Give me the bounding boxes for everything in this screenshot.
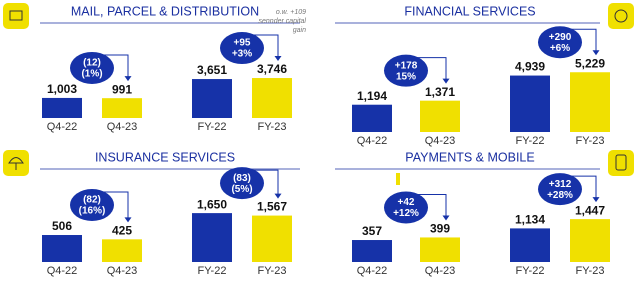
bar [252,78,292,118]
bar [420,100,460,132]
delta-arrowhead [592,50,600,56]
category-label: FY-23 [258,265,287,277]
icon-mail-glyph [9,10,23,21]
delta-bubble [384,54,428,87]
value-label: 5,229 [575,56,605,70]
delta-bubble [70,189,114,222]
delta-arrowhead [442,215,450,221]
footnote: gain [293,27,306,34]
delta-label: (82) [83,195,101,206]
delta-arrowhead [274,193,282,199]
category-label: FY-22 [516,265,545,277]
bar [192,79,232,118]
value-label: 3,746 [257,62,287,76]
delta-arrow [406,193,447,220]
value-label: 506 [52,219,72,233]
category-label: Q4-22 [47,121,78,133]
category-label: Q4-23 [425,265,456,277]
icon-payments [608,150,634,176]
bar [570,72,610,132]
category-label: FY-23 [576,265,605,277]
category-label: Q4-23 [107,121,138,133]
category-label: FY-22 [198,121,227,133]
delta-label: +12% [393,208,419,219]
delta-label: +178 [395,60,418,71]
icon-insurance-glyph [8,157,24,170]
value-label: 1,447 [575,203,605,217]
delta-label: 15% [396,71,416,82]
delta-arrowhead [124,76,132,82]
delta-label: +42 [398,197,415,208]
delta-label: +28% [547,190,573,201]
delta-arrowhead [592,197,600,203]
bar [510,228,550,262]
bar [252,215,292,262]
delta-label: (16%) [79,206,106,217]
bar [352,104,392,132]
bar [192,213,232,262]
bar [570,219,610,262]
category-label: Q4-22 [357,135,388,147]
delta-bubble [220,32,264,65]
category-label: FY-23 [258,121,287,133]
category-label: Q4-22 [357,265,388,277]
delta-label: (5%) [231,184,252,195]
value-label: 425 [112,224,132,238]
delta-label: (1%) [81,69,102,80]
footnote: o.w. +109 [276,9,306,16]
delta-label: (83) [233,173,251,184]
section-title: MAIL, PARCEL & DISTRIBUTION [71,4,259,18]
delta-label: +95 [234,38,251,49]
value-label: 1,650 [197,197,227,211]
section-title: INSURANCE SERVICES [95,150,235,164]
category-label: FY-22 [198,265,227,277]
value-label: 357 [362,224,382,238]
section-title: FINANCIAL SERVICES [404,4,535,18]
decoration [396,173,400,185]
value-label: 3,651 [197,63,227,77]
bar [420,237,460,262]
bar [352,240,392,262]
delta-label: (12) [83,58,101,69]
delta-label: +312 [549,179,572,190]
footnote: sennder capital [259,18,307,25]
category-label: Q4-23 [425,135,456,147]
value-label: 991 [112,82,132,96]
delta-arrowhead [442,78,450,84]
delta-label: +6% [550,43,570,54]
value-label: 1,134 [515,213,545,227]
value-label: 1,371 [425,85,455,99]
category-label: FY-22 [516,135,545,147]
value-label: 1,003 [47,82,77,96]
icon-finance [608,3,634,29]
category-label: Q4-23 [107,265,138,277]
bar [102,98,142,118]
delta-bubble [538,26,582,59]
bar [42,235,82,262]
delta-arrowhead [274,56,282,62]
delta-bubble [70,51,114,84]
value-label: 4,939 [515,60,545,74]
category-label: Q4-22 [47,265,78,277]
delta-bubble [384,191,428,224]
icon-mail [3,3,29,29]
category-label: FY-23 [576,135,605,147]
value-label: 399 [430,222,450,236]
section-title: PAYMENTS & MOBILE [405,150,534,164]
bar [102,239,142,262]
delta-bubble [538,173,582,206]
bar [510,75,550,132]
icon-finance-glyph [614,9,628,23]
delta-arrowhead [124,217,132,223]
delta-bubble [220,167,264,200]
delta-arrow [406,57,447,83]
value-label: 1,194 [357,89,387,103]
delta-label: +290 [549,32,572,43]
icon-payments-glyph [615,154,627,171]
value-label: 1,567 [257,200,287,214]
delta-label: +3% [232,49,252,60]
bar [42,97,82,118]
